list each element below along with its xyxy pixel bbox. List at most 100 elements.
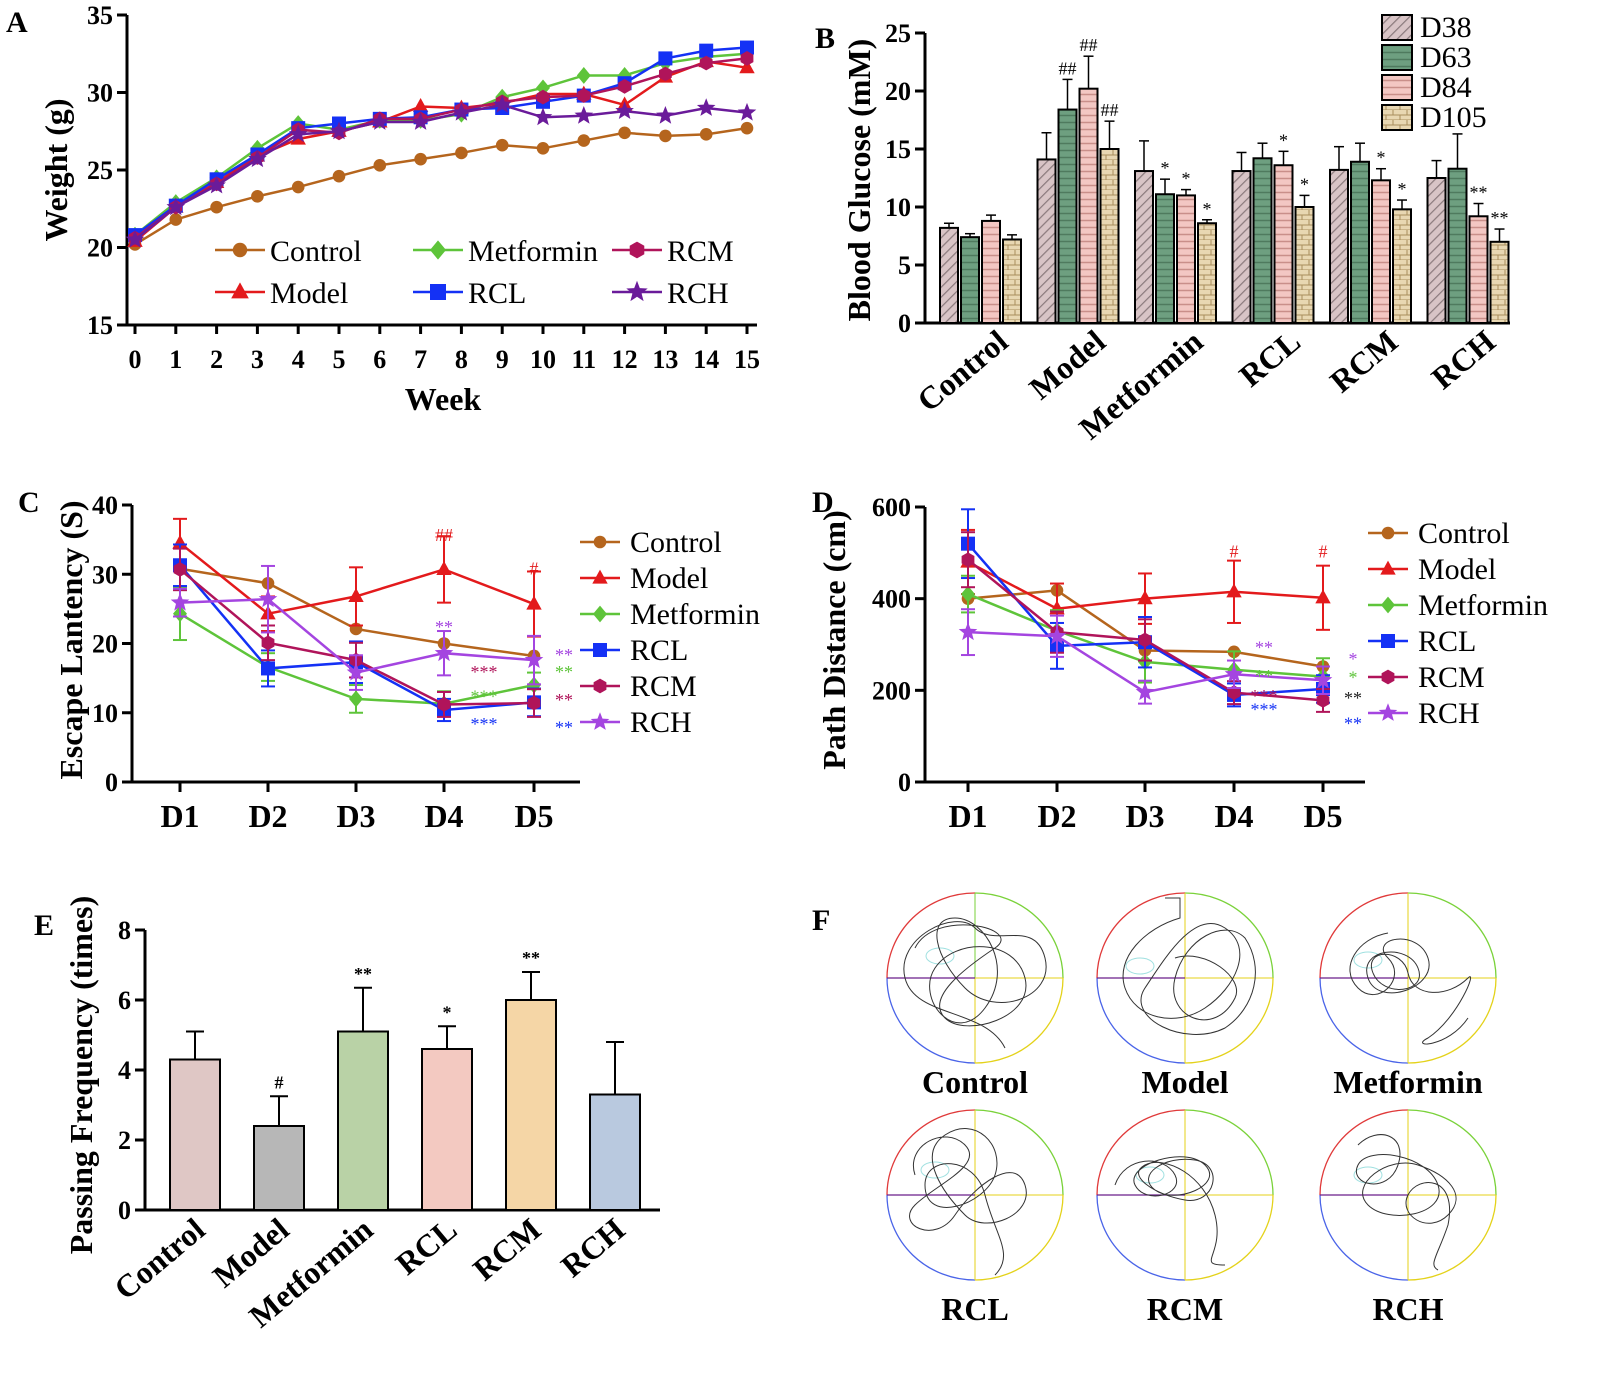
a-point-control [618,126,631,140]
b-legend-label-d84: D84 [1420,71,1472,104]
d-significance-mark: *** [1251,686,1278,706]
d-significance-mark: ** [1255,638,1273,658]
b-bar-control-d84 [981,219,1001,324]
maze-trace-rcl [886,1109,1064,1281]
c-significance-mark: # [530,558,539,578]
b-bar-rch-d38 [1426,177,1447,324]
a-point-control [210,200,223,214]
maze-label-rch: RCH [1372,1291,1443,1327]
d-legend-marker-rch [1378,703,1398,721]
a-point-rcl [658,51,673,66]
b-bar-rcm-d84 [1371,179,1391,324]
a-point-control [740,121,754,135]
b-bar-rcl-d105 [1294,206,1315,324]
c-legend-marker-metformin [593,605,607,623]
c-significance-mark: ** [555,718,573,738]
a-y-tick-label: 15 [87,311,113,340]
a-x-tick-label: 5 [333,345,346,374]
a-x-tick-label: 9 [496,345,509,374]
c-significance-mark: *** [471,714,498,734]
panel-b-blood-glucose-chart: 0 5 10 15 20 25 Blood Glucose (mM) Control Model… [841,11,1510,446]
b-bar-model-d63 [1057,108,1078,324]
d-point-metformin [961,585,975,603]
c-point-rch [170,592,190,611]
a-point-rch [288,124,308,143]
c-point-rcm [527,695,541,711]
b-bar-rcl-d38 [1231,170,1252,324]
b-significance-mark: ** [1470,183,1488,203]
e-bar-model [253,1125,305,1211]
e-significance-mark: # [275,1072,284,1092]
b-y-axis-title: Blood Glucose (mM) [841,39,877,322]
d-legend-label-control: Control [1418,517,1510,550]
a-point-control [699,128,713,141]
c-significance-mark: ** [555,662,573,682]
d-legend-label-rcm: RCM [1418,661,1485,694]
b-bar-rch-d63 [1447,167,1468,324]
a-point-rch [492,95,512,113]
a-point-rch [248,149,267,168]
c-legend-label-rcm: RCM [630,670,697,703]
a-legend-label-metformin: Metformin [468,235,598,268]
a-series-line-rcl [134,46,748,237]
a-series-line-rch [134,103,748,241]
a-point-rcm [740,51,754,66]
d-y-tick-label: 600 [872,493,911,522]
d-point-rcm [961,552,975,568]
a-point-control [373,159,387,172]
a-point-rch [696,98,716,116]
c-significance-mark: ## [435,525,453,545]
c-y-tick-label: 0 [105,768,118,797]
a-x-tick-label: 4 [292,345,305,374]
d-significance-mark: # [1319,541,1328,561]
b-significance-mark: ## [1101,100,1119,120]
a-point-rcl [699,43,714,58]
d-legend-label-rch: RCH [1418,697,1480,730]
b-legend-label-d38: D38 [1420,11,1472,44]
a-point-rch [574,106,594,124]
panel-letter-e: E [34,909,54,942]
e-x-tick-label-rch: RCH [554,1211,632,1284]
c-point-rch [258,589,278,608]
b-bar-rcm-d38 [1329,168,1349,324]
d-x-tick-label: D1 [948,798,987,834]
b-bar-model-d38 [1036,158,1057,324]
a-point-rch [370,112,390,130]
a-point-rch [656,106,675,124]
a-point-control [536,142,550,155]
a-x-tick-label: 10 [530,345,556,374]
a-series-line-metformin [134,52,748,237]
maze-label-metformin: Metformin [1333,1064,1482,1100]
b-x-tick-label-rcm: RCM [1323,323,1405,400]
b-bar-metformin-d63 [1155,193,1175,324]
d-point-rcm [1138,632,1152,648]
d-y-tick-label: 200 [872,676,911,705]
maze-label-control: Control [922,1064,1028,1100]
a-y-tick-label: 30 [87,79,113,108]
d-point-model [1315,589,1331,604]
b-bar-model-d105 [1099,148,1120,324]
a-point-control [659,129,672,143]
b-bar-metformin-d84 [1176,194,1196,324]
e-bar-rcm [505,999,557,1211]
b-legend-swatch-d38 [1381,14,1413,41]
b-bar-model-d84 [1078,87,1099,325]
d-point-model [1137,590,1153,605]
d-legend-label-rcl: RCL [1418,625,1476,658]
c-significance-mark: *** [471,686,498,706]
b-x-tick-label-control: Control [910,323,1014,419]
c-significance-mark: ** [555,645,573,665]
a-series-line-model [134,60,748,243]
a-point-metformin [617,67,632,84]
panel-f-swim-paths: Control Model Metformin RCL RCM RCH [886,892,1497,1327]
c-legend-marker-rcl [593,643,607,657]
d-point-rch [1047,626,1067,645]
b-legend-label-d63: D63 [1420,41,1472,74]
a-x-tick-label: 11 [572,345,597,374]
c-point-metformin [349,690,363,708]
e-significance-mark: ** [354,964,372,984]
a-point-control [495,138,509,152]
c-point-rcm [261,635,275,651]
